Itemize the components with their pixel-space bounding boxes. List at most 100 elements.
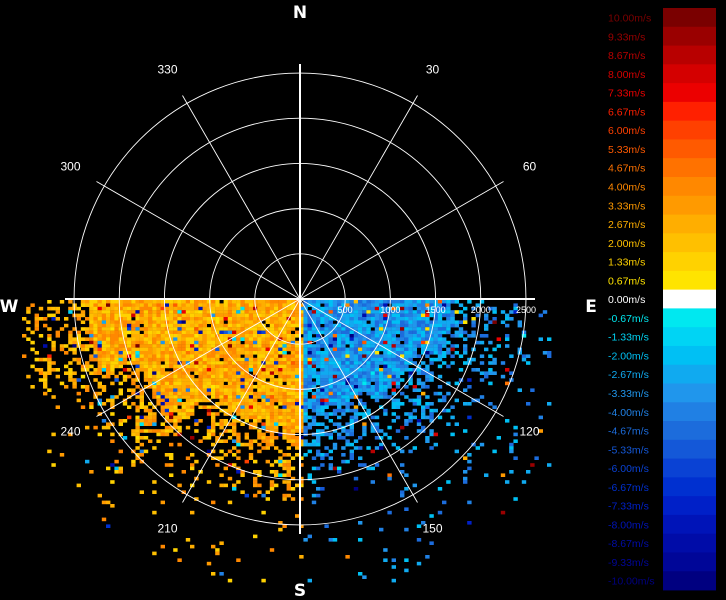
velocity-cell: [232, 364, 237, 369]
velocity-cell: [425, 337, 430, 341]
velocity-cell: [484, 347, 489, 352]
velocity-cell: [274, 459, 279, 464]
velocity-cell: [181, 347, 186, 352]
velocity-cell: [337, 422, 342, 426]
velocity-cell: [89, 402, 94, 406]
colorbar-label: 2.00m/s: [608, 238, 645, 250]
velocity-cell: [85, 425, 90, 430]
velocity-cell: [240, 490, 245, 494]
velocity-cell: [391, 381, 396, 386]
velocity-cell: [72, 378, 77, 382]
velocity-cell: [303, 347, 308, 352]
velocity-cell: [227, 351, 233, 355]
velocity-cell: [286, 378, 291, 382]
polar-grid: [65, 64, 535, 534]
velocity-cell: [458, 378, 464, 382]
velocity-cell: [101, 327, 107, 331]
velocity-cell: [169, 453, 174, 457]
velocity-cell: [295, 371, 300, 375]
velocity-cell: [181, 306, 186, 311]
velocity-cell: [274, 300, 279, 304]
velocity-cell: [43, 378, 48, 382]
velocity-cell: [349, 374, 354, 379]
velocity-cell: [412, 340, 417, 345]
velocity-cell: [404, 327, 409, 331]
velocity-cell: [148, 351, 153, 355]
velocity-cell: [156, 374, 161, 379]
velocity-cell: [190, 466, 195, 471]
velocity-cell: [429, 313, 434, 318]
velocity-cell: [328, 317, 333, 321]
velocity-cell: [324, 446, 329, 450]
velocity-cell: [337, 402, 342, 406]
velocity-cell: [278, 361, 283, 365]
velocity-cell: [353, 351, 359, 355]
velocity-cell: [206, 385, 212, 389]
velocity-cell: [156, 344, 161, 348]
velocity-cell: [257, 381, 262, 386]
velocity-cell: [244, 323, 249, 328]
velocity-cell: [85, 388, 90, 392]
velocity-cell: [349, 361, 354, 365]
velocity-cell: [362, 303, 367, 307]
velocity-cell: [395, 313, 401, 318]
velocity-cell: [80, 405, 86, 409]
velocity-cell: [320, 306, 325, 311]
velocity-cell: [303, 357, 308, 362]
velocity-cell: [215, 313, 220, 318]
velocity-cell: [349, 391, 354, 396]
velocity-cell: [22, 317, 27, 321]
velocity-cell: [240, 351, 245, 355]
velocity-cell: [169, 364, 174, 369]
velocity-cell: [131, 320, 136, 324]
velocity-cell: [76, 361, 81, 365]
velocity-cell: [80, 320, 86, 324]
velocity-cell: [97, 357, 102, 362]
velocity-cell: [316, 388, 321, 392]
velocity-cell: [206, 432, 212, 437]
velocity-cell: [68, 330, 73, 335]
velocity-cell: [421, 303, 426, 307]
velocity-cell: [211, 330, 216, 335]
velocity-cell: [429, 514, 434, 518]
velocity-cell: [421, 361, 426, 365]
velocity-cell: [324, 317, 329, 321]
velocity-cell: [374, 351, 380, 355]
velocity-cell: [307, 300, 312, 304]
velocity-cell: [206, 371, 212, 375]
velocity-cell: [219, 391, 224, 396]
velocity-cell: [475, 446, 480, 450]
velocity-cell: [202, 361, 207, 365]
velocity-cell: [274, 368, 279, 372]
velocity-cell: [232, 371, 237, 375]
velocity-cell: [404, 351, 409, 355]
velocity-cell: [316, 340, 321, 345]
velocity-cell: [177, 320, 182, 324]
velocity-cell: [412, 330, 417, 335]
velocity-cell: [425, 310, 430, 314]
velocity-cell: [509, 317, 514, 321]
velocity-cell: [47, 371, 52, 375]
velocity-cell: [169, 398, 174, 403]
velocity-cell: [265, 412, 270, 416]
velocity-cell: [219, 541, 224, 545]
velocity-cell: [219, 361, 224, 365]
velocity-cell: [26, 310, 31, 314]
velocity-cell: [442, 313, 447, 318]
velocity-cell: [26, 327, 31, 331]
velocity-cell: [299, 415, 304, 420]
velocity-cell: [173, 425, 178, 430]
velocity-cell: [391, 313, 396, 318]
velocity-cell: [253, 313, 258, 318]
velocity-cell: [320, 344, 325, 348]
velocity-cell: [101, 313, 107, 318]
velocity-cell: [240, 391, 245, 396]
velocity-cell: [374, 317, 380, 321]
velocity-cell: [345, 442, 350, 447]
velocity-cell: [404, 487, 409, 491]
velocity-cell: [76, 334, 81, 338]
velocity-cell: [177, 378, 182, 382]
velocity-cell: [265, 334, 270, 338]
velocity-cell: [437, 303, 443, 307]
velocity-cell: [265, 422, 270, 426]
